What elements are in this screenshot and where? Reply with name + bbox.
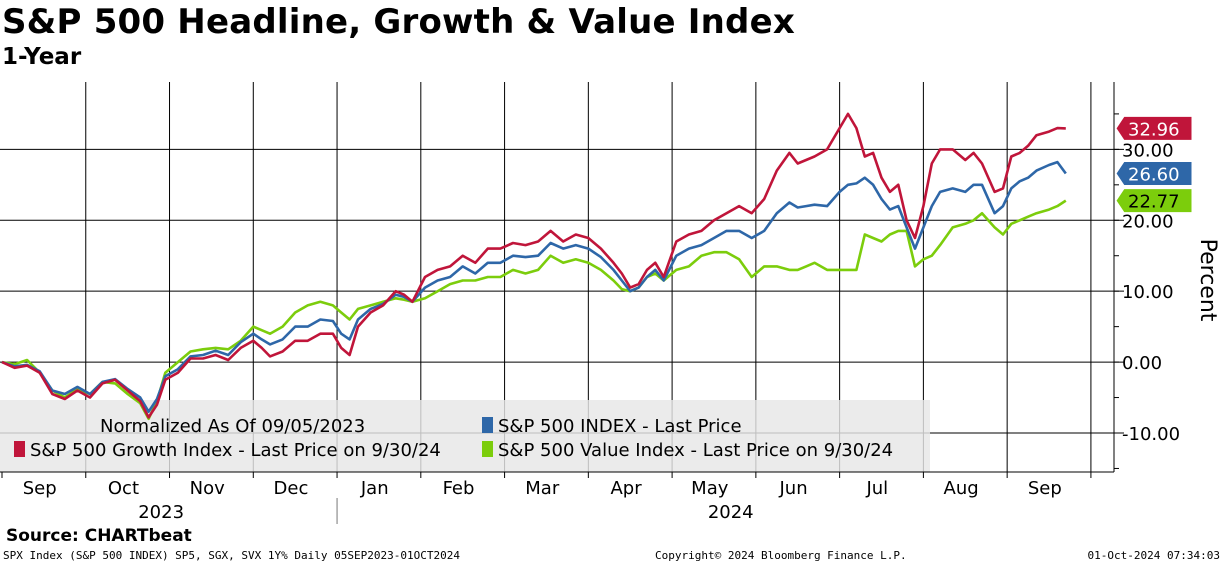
legend-label: S&P 500 Value Index - Last Price on 9/30… [498, 440, 893, 461]
x-tick-label: May [691, 478, 729, 499]
y-tick-label: 30.00 [1122, 140, 1174, 161]
chart-axes: -10.00 0.00 10.00 20.00 30.00 Sep Oct Nov Dec Jan… [0, 82, 1220, 524]
legend-label: S&P 500 Growth Index - Last Price on 9/3… [30, 440, 441, 461]
last-price-tag [1115, 160, 1193, 186]
x-tick-label: Feb [443, 478, 475, 499]
legend-swatch [14, 441, 25, 457]
footer-ticker-info: SPX Index (S&P 500 INDEX) SP5, SGX, SVX … [3, 549, 460, 562]
last-price-label: 22.77 [1128, 192, 1180, 213]
x-tick-label: Dec [274, 478, 309, 499]
legend-swatch [482, 417, 493, 433]
series-line [1, 199, 1067, 421]
legend-note: Normalized As Of 09/05/2023 [100, 416, 365, 437]
last-price-labels: 32.96 26.60 22.77 [1115, 115, 1193, 214]
source-note: Source: CHARTbeat [6, 526, 192, 546]
x-tick-label: Mar [525, 478, 560, 499]
x-tick-label: Jun [778, 478, 807, 499]
last-price-label: 26.60 [1128, 164, 1180, 185]
series-line [1, 160, 1067, 413]
legend-label: S&P 500 INDEX - Last Price [498, 416, 742, 437]
last-price-tag [1115, 188, 1193, 214]
footer-copyright: Copyright© 2024 Bloomberg Finance L.P. [655, 549, 907, 562]
x-tick-label: Apr [610, 478, 642, 499]
y-tick-label: 0.00 [1122, 353, 1162, 374]
last-price-label: 32.96 [1128, 119, 1180, 140]
footer-timestamp: 01-Oct-2024 07:34:03 [1087, 549, 1220, 562]
x-tick-label: Oct [108, 478, 139, 499]
y-tick-label: 10.00 [1122, 282, 1174, 303]
legend-box [0, 400, 930, 472]
legend-swatch [482, 441, 493, 457]
x-tick-label: Jan [360, 478, 389, 499]
series-line [1, 112, 1066, 419]
year-label: 2024 [708, 502, 754, 523]
x-tick-label: Jul [865, 478, 888, 499]
y-axis-title: Percent [1195, 239, 1220, 322]
x-tick-label: Aug [944, 478, 979, 499]
year-label: 2023 [138, 502, 184, 523]
x-tick-label: Nov [190, 478, 225, 499]
chart-subtitle: 1-Year [2, 44, 82, 70]
chart-series [1, 112, 1067, 421]
x-tick-label: Sep [1028, 478, 1062, 499]
x-tick-label: Sep [23, 478, 57, 499]
y-tick-label: 20.00 [1122, 211, 1174, 232]
chart-title: S&P 500 Headline, Growth & Value Index [2, 2, 795, 42]
y-tick-label: -10.00 [1122, 424, 1180, 445]
last-price-tag [1115, 115, 1193, 141]
chart-legend: Normalized As Of 09/05/2023 S&P 500 INDEX… [14, 416, 893, 461]
